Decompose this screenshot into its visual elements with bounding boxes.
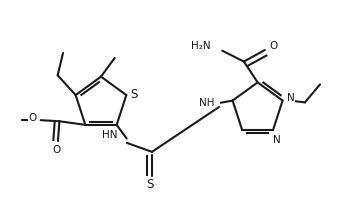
Text: O: O [270,41,278,51]
Text: N: N [273,135,281,145]
Text: S: S [146,178,154,191]
Text: S: S [131,88,138,101]
Text: N: N [286,93,294,103]
Text: O: O [29,113,37,123]
Text: O: O [52,145,61,155]
Text: NH: NH [199,98,215,108]
Text: HN: HN [102,130,118,140]
Text: H₂N: H₂N [191,41,211,51]
